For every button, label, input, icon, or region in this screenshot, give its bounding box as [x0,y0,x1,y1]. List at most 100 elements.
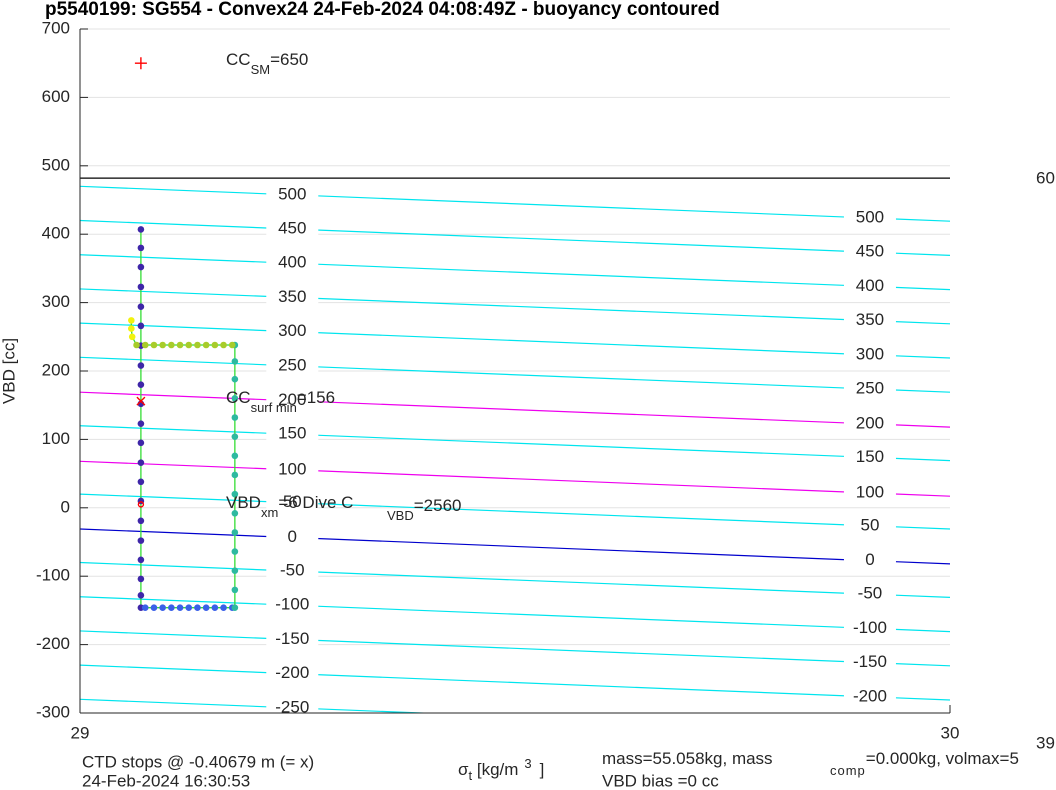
contour-line [80,254,950,291]
data-point [137,381,145,388]
contour-line [80,391,950,428]
annotation-rest: =156 [297,388,335,407]
footer-mass: mass=55.058kg, mass comp=0.000kg, volmax=… [602,749,1019,778]
contour-label: 250 [856,378,884,397]
contour-label: 450 [856,242,884,261]
annotation-sub: VBD [387,508,414,523]
contour-label: 300 [278,321,306,340]
contour-label-bg [843,482,896,503]
contour-label: 500 [856,207,884,226]
contour-label-bg [266,184,319,205]
data-point [220,604,227,611]
data-point [231,375,239,383]
data-point [231,395,239,402]
contour-label-bg [266,253,319,274]
mass-sub: comp [830,763,866,778]
data-point [137,517,145,525]
contour-line [80,288,950,325]
data-point [231,358,239,365]
data-point [137,263,145,271]
data-point [159,341,166,349]
y-tick-label: 700 [42,18,70,37]
annotation: VBD=2560 [387,496,461,523]
chart-title: p5540199: SG554 - Convex24 24-Feb-2024 0… [45,0,720,20]
y-tick-label: 0 [61,497,70,516]
data-point [150,341,158,349]
data-point [231,529,239,536]
contour-label-bg [266,321,319,342]
data-point [231,452,239,460]
marker [137,501,145,508]
data-point [168,341,175,349]
data-point [168,604,175,611]
y-axis-label: VBD [cc] [0,338,18,404]
annotation-rest: =650 [270,50,308,69]
y-tick-label: 100 [42,429,70,448]
annotation-text: CC [226,388,251,407]
data-point [137,439,145,447]
contour-label-bg [266,219,319,240]
x-label-rest: [kg/m [472,760,518,779]
contour-line [80,356,950,393]
x-tick-label: 30 [941,723,960,742]
data-point [128,325,135,332]
contour-label-bg [843,686,896,707]
contour-label-bg [266,424,319,445]
contour-label: 200 [856,413,884,432]
plot-area: 5005004504504004003503503003002502502002… [80,177,950,716]
data-point [211,604,219,611]
annotation-sub: xm [261,505,278,520]
contour-label: 100 [278,459,306,478]
data-point [128,317,135,324]
x-label-end: ] [540,760,545,779]
contour-label-bg [266,287,319,308]
contour-label-bg [266,595,319,616]
data-point [137,244,145,252]
contour-label-bg [843,242,896,263]
annotation-rest: =2560 [414,496,462,515]
data-point [137,537,145,544]
contour-label: -250 [275,697,309,716]
y-tick-label: -100 [36,566,70,585]
annotation: VBDxm=6 Dive C [226,493,353,520]
data-point [228,341,236,349]
data-point [202,604,210,611]
x-tick-label: 29 [71,723,90,742]
contour-label-bg [266,561,319,582]
data-point [231,471,239,479]
data-point [137,226,145,233]
annotation: CCsurf min=156 [226,388,335,415]
contour-label-bg [843,652,896,673]
y-tick-label: 600 [42,87,70,106]
contour-line [80,698,437,713]
footer-date: 24-Feb-2024 16:30:53 [82,771,250,790]
contour-label: -100 [275,595,309,614]
y-tick-label: 400 [42,224,70,243]
x-axis-label: σt [kg/m 3] [458,756,544,783]
data-point [137,420,145,427]
x-label-main: σ [458,760,469,779]
contour-label-bg [266,663,319,684]
contour-label-bg [843,413,896,434]
annotation-sub: surf min [251,400,297,415]
contour-label: 150 [278,424,306,443]
data-point [185,341,193,349]
contour-label: 400 [278,253,306,272]
contour-label-bg [843,447,896,468]
contour-line [80,528,950,565]
contour-label: -200 [275,663,309,682]
contour-label: 50 [860,515,879,534]
data-point [231,509,239,517]
contour-label-bg [843,207,896,228]
y-tick-label: -200 [36,634,70,653]
contour-label-bg [843,378,896,399]
contour-label: -50 [858,584,883,603]
data-point [231,414,239,421]
x-label-sup: 3 [524,756,531,771]
data-point [231,548,239,555]
data-point [141,341,149,349]
data-point [194,341,201,349]
contour-line [80,493,950,530]
